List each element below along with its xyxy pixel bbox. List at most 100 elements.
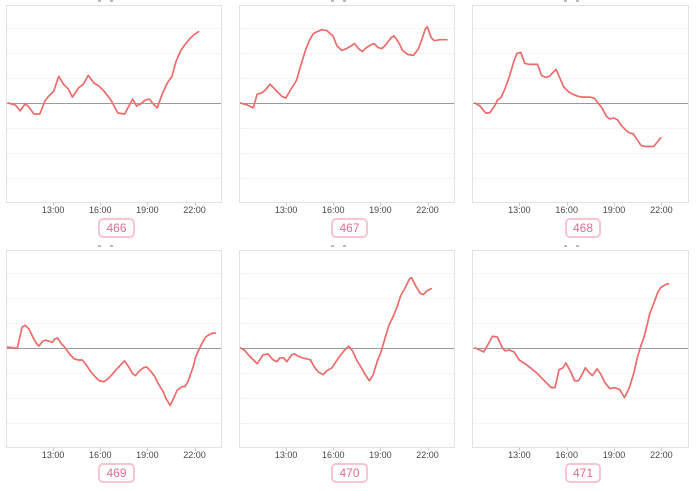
chart-plot-area [6,5,222,203]
chart-cell-468: 13:00 16:00 19:00 22:00 468 [466,0,700,245]
chart-plot-area [472,250,689,448]
x-tick-label: 19:00 [602,450,626,460]
badge-row: 467 [233,218,466,238]
chart-cell-471: 13:00 16:00 19:00 22:00 471 [466,245,700,491]
chart-id-badge[interactable]: 471 [564,463,602,483]
x-tick-mark [53,202,55,206]
x-axis: 13:00 16:00 19:00 22:00 [6,202,222,216]
badge-row: 469 [0,463,233,483]
gridline [240,422,454,424]
line-series [240,6,454,202]
x-tick-label: 13:00 [274,205,298,215]
x-tick-label: 19:00 [136,450,159,460]
gridline [240,298,454,300]
x-axis: 13:00 16:00 19:00 22:00 [239,202,455,216]
gridline [7,398,221,399]
gridline [473,28,688,30]
gridline [473,298,688,300]
gridline [7,177,221,179]
x-tick-mark [194,202,196,206]
gridline [7,298,221,300]
x-tick-mark [427,447,429,451]
gridline [473,78,688,80]
x-axis: 13:00 16:00 19:00 22:00 [472,202,689,216]
x-tick-label: 22:00 [183,450,206,460]
badge-row: 468 [466,218,700,238]
gridline [473,398,688,399]
line-series [240,251,454,447]
zero-baseline [473,103,688,105]
x-tick-label: 19:00 [602,205,626,215]
gridline [473,422,688,424]
series-polyline [8,32,198,114]
x-tick-label: 16:00 [321,205,345,215]
x-tick-mark [661,202,663,206]
clipped-chart-title [97,245,113,247]
x-tick-label: 16:00 [555,205,578,215]
chart-plot-area [239,5,455,203]
gridline [7,323,221,325]
x-tick-mark [147,202,149,206]
x-tick-label: 16:00 [88,205,112,215]
gridline [473,323,688,325]
x-tick-mark [661,447,663,451]
chart-id-badge[interactable]: 469 [98,463,135,483]
x-tick-label: 13:00 [41,450,65,460]
clipped-chart-title [97,0,113,2]
gridline [473,373,688,374]
x-tick-mark [194,447,196,451]
gridline [240,373,454,374]
zero-baseline [7,103,221,105]
chart-id-badge[interactable]: 467 [331,218,368,238]
x-tick-label: 22:00 [416,450,439,460]
series-polyline [240,27,447,108]
x-tick-label: 16:00 [555,450,578,460]
chart-cell-469: 13:00 16:00 19:00 22:00 469 [0,245,233,491]
gridline [240,177,454,179]
chart-plot-area [472,5,689,203]
gridline [240,78,454,80]
badge-row: 466 [0,218,233,238]
chart-cell-467: 13:00 16:00 19:00 22:00 467 [233,0,466,245]
gridline [473,53,688,55]
x-tick-label: 19:00 [136,205,159,215]
x-tick-mark [427,202,429,206]
gridline [7,53,221,55]
x-tick-mark [100,447,102,451]
x-tick-mark [333,447,335,451]
series-polyline [7,325,215,405]
chart-cell-470: 13:00 16:00 19:00 22:00 470 [233,245,466,491]
x-tick-label: 19:00 [369,205,392,215]
gridline [240,398,454,399]
x-tick-label: 16:00 [88,450,112,460]
gridline [7,153,221,154]
badge-row: 471 [466,463,700,483]
chart-id-badge[interactable]: 470 [331,463,368,483]
clipped-chart-title [330,0,346,2]
gridline [473,128,688,129]
line-series [473,6,688,202]
x-tick-mark [53,447,55,451]
x-tick-label: 16:00 [321,450,345,460]
gridline [240,28,454,30]
gridline [7,128,221,129]
x-tick-label: 19:00 [369,450,392,460]
gridline [240,323,454,325]
line-series [7,251,221,447]
chart-id-badge[interactable]: 466 [98,218,135,238]
chart-plot-area [239,250,455,448]
x-axis: 13:00 16:00 19:00 22:00 [6,447,222,461]
clipped-chart-title [330,245,346,247]
x-tick-label: 22:00 [416,205,439,215]
x-tick-mark [100,202,102,206]
line-series [473,251,688,447]
chart-id-badge[interactable]: 468 [564,218,602,238]
x-tick-mark [380,447,382,451]
clipped-chart-title [564,245,580,247]
x-tick-mark [519,447,521,451]
gridline [473,153,688,154]
series-polyline [475,52,661,146]
x-tick-mark [286,447,288,451]
x-tick-mark [333,202,335,206]
